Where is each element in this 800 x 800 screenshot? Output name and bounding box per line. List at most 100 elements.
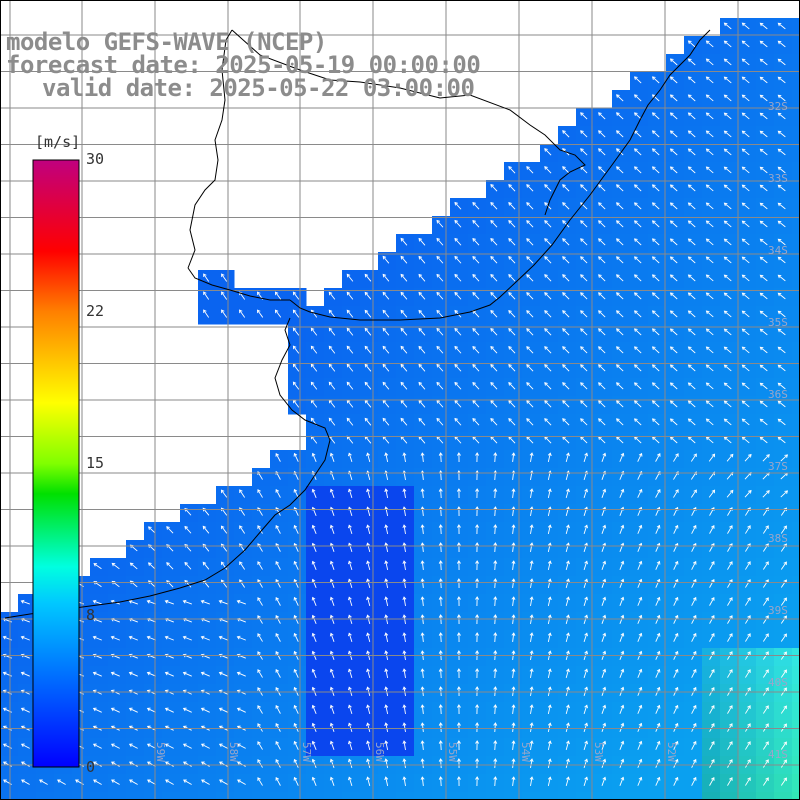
- wind-arrow: [347, 704, 353, 714]
- wind-arrow: [111, 779, 120, 785]
- wind-arrow: [275, 488, 281, 498]
- wind-arrow: [293, 740, 299, 750]
- wind-arrow: [759, 220, 768, 228]
- wind-arrow: [402, 560, 407, 571]
- wind-arrow: [490, 201, 498, 210]
- wind-arrow: [311, 542, 317, 552]
- wind-arrow: [723, 238, 732, 246]
- wind-arrow: [723, 58, 732, 66]
- wind-arrow: [745, 705, 751, 714]
- wind-arrow: [741, 148, 750, 156]
- wind-arrow: [598, 202, 606, 210]
- wind-arrow: [526, 328, 534, 336]
- wind-arrow: [129, 779, 138, 785]
- wind-arrow: [526, 310, 534, 318]
- wind-arrow: [565, 632, 570, 643]
- lon-label-59w: 59W: [154, 742, 167, 762]
- wind-arrow: [741, 382, 750, 390]
- wind-arrow: [490, 219, 498, 228]
- wind-arrow: [616, 112, 624, 120]
- wind-arrow: [221, 273, 228, 282]
- wind-arrow: [456, 578, 461, 589]
- wind-arrow: [454, 291, 462, 300]
- wind-arrow: [759, 130, 768, 138]
- wind-arrow: [669, 256, 678, 264]
- wind-arrow: [598, 346, 606, 354]
- wind-arrow: [275, 632, 281, 642]
- wind-arrow: [293, 560, 299, 570]
- wind-arrow: [508, 310, 516, 318]
- wind-arrow: [203, 309, 210, 318]
- wind-arrow: [454, 363, 462, 372]
- wind-arrow: [619, 704, 625, 714]
- wind-arrow: [651, 274, 660, 282]
- wind-arrow: [780, 561, 787, 570]
- wind-arrow: [293, 452, 299, 462]
- wind-arrow: [583, 614, 589, 624]
- lat-label-35s: 35S: [768, 316, 788, 329]
- wind-arrow: [547, 524, 552, 535]
- wind-arrow: [293, 704, 299, 714]
- wind-arrow: [741, 274, 750, 282]
- wind-arrow: [723, 400, 732, 408]
- coastline-argentina: [4, 317, 331, 619]
- wind-arrow: [780, 525, 787, 534]
- wind-arrow: [347, 758, 353, 768]
- wind-arrow: [709, 597, 715, 606]
- colorbar-unit: [m/s]: [35, 133, 81, 151]
- wind-arrow: [472, 345, 480, 354]
- wind-arrow: [759, 436, 768, 444]
- wind-arrow: [691, 596, 697, 606]
- wind-arrow: [705, 94, 714, 102]
- wind-arrow: [400, 363, 408, 372]
- wind-arrow: [583, 578, 589, 588]
- wind-arrow: [544, 148, 552, 156]
- wind-arrow: [708, 489, 716, 498]
- wind-arrow: [726, 453, 734, 462]
- wind-arrow: [651, 328, 660, 336]
- wind-arrow: [438, 740, 443, 751]
- wind-arrow: [673, 668, 679, 678]
- wind-arrow: [220, 561, 228, 570]
- wind-arrow: [673, 758, 679, 768]
- wind-arrow: [275, 452, 281, 462]
- wind-arrow: [673, 596, 679, 606]
- wind-arrow: [182, 671, 192, 677]
- wind-arrow: [669, 202, 678, 210]
- wind-arrow: [709, 615, 715, 624]
- wind-arrow: [562, 220, 570, 228]
- wind-arrow: [400, 237, 408, 246]
- wind-arrow: [669, 436, 678, 444]
- wind-arrow: [400, 327, 408, 336]
- wind-arrow: [598, 112, 606, 120]
- wind-arrow: [526, 274, 534, 282]
- wind-arrow: [311, 578, 317, 588]
- wind-arrow: [762, 490, 770, 498]
- wind-arrow: [274, 309, 282, 318]
- wind-arrow: [655, 578, 661, 588]
- wind-arrow: [438, 614, 443, 625]
- wind-arrow: [633, 220, 642, 228]
- wind-arrow: [601, 596, 607, 606]
- wind-arrow: [182, 707, 192, 713]
- wind-arrow: [745, 561, 751, 570]
- wind-arrow: [759, 328, 768, 336]
- wind-arrow: [616, 364, 624, 372]
- wind-arrow: [454, 399, 462, 408]
- wind-arrow: [741, 292, 750, 300]
- wind-arrow: [637, 704, 643, 714]
- wind-arrow: [456, 740, 461, 751]
- wind-arrow: [687, 76, 696, 84]
- wind-arrow: [293, 596, 299, 606]
- wind-speed-cell: [648, 792, 667, 800]
- wind-arrow: [565, 614, 570, 625]
- wind-arrow: [384, 614, 389, 625]
- wind-arrow: [128, 707, 138, 713]
- wind-arrow: [438, 560, 443, 571]
- wind-arrow: [616, 94, 624, 102]
- wind-arrow: [727, 705, 733, 714]
- wind-arrow: [562, 166, 570, 174]
- wind-arrow: [475, 614, 480, 625]
- wind-arrow: [329, 668, 335, 678]
- wind-arrow: [202, 525, 210, 534]
